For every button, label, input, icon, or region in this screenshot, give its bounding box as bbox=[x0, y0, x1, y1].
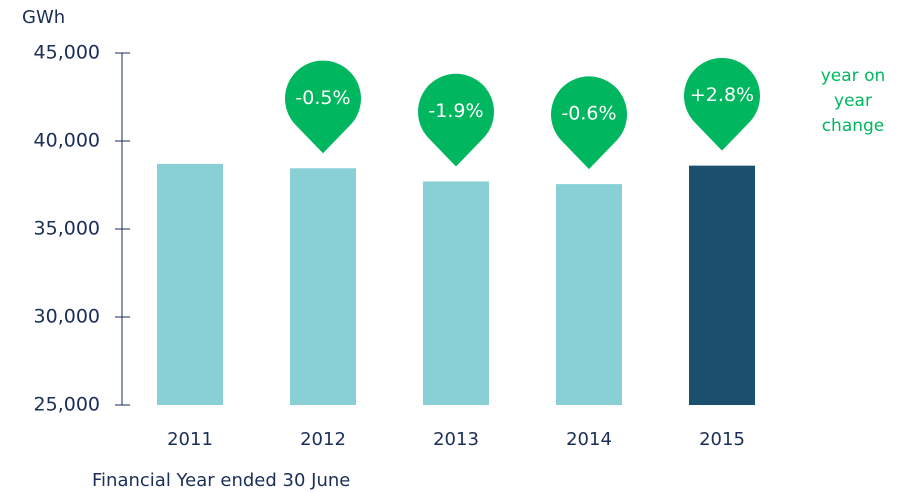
change-label: -1.9% bbox=[428, 100, 483, 122]
y-tick-label: 25,000 bbox=[34, 394, 100, 416]
change-label: -0.5% bbox=[295, 87, 350, 109]
bar bbox=[157, 163, 223, 405]
bar bbox=[556, 184, 622, 405]
x-tick-label: 2013 bbox=[433, 429, 479, 450]
bar bbox=[423, 181, 489, 405]
y-tick-label: 30,000 bbox=[34, 306, 100, 328]
change-pin bbox=[551, 76, 627, 170]
change-legend: year on year change bbox=[820, 66, 886, 136]
y-tick-label: 40,000 bbox=[34, 130, 100, 152]
change-pin bbox=[417, 73, 494, 167]
change-pin bbox=[285, 60, 361, 154]
change-pin bbox=[684, 57, 760, 151]
bar bbox=[290, 168, 356, 405]
x-tick-label: 2014 bbox=[566, 429, 612, 450]
y-tick-label: 35,000 bbox=[34, 218, 100, 240]
change-label: +2.8% bbox=[690, 84, 754, 106]
change-label: -0.6% bbox=[561, 103, 616, 125]
bar bbox=[689, 165, 755, 405]
y-axis-label: GWh bbox=[22, 7, 65, 28]
x-tick-label: 2011 bbox=[167, 429, 213, 450]
x-axis-label: Financial Year ended 30 June bbox=[92, 470, 350, 491]
x-tick-label: 2012 bbox=[300, 429, 346, 450]
y-tick-label: 45,000 bbox=[34, 42, 100, 64]
x-tick-label: 2015 bbox=[699, 429, 745, 450]
